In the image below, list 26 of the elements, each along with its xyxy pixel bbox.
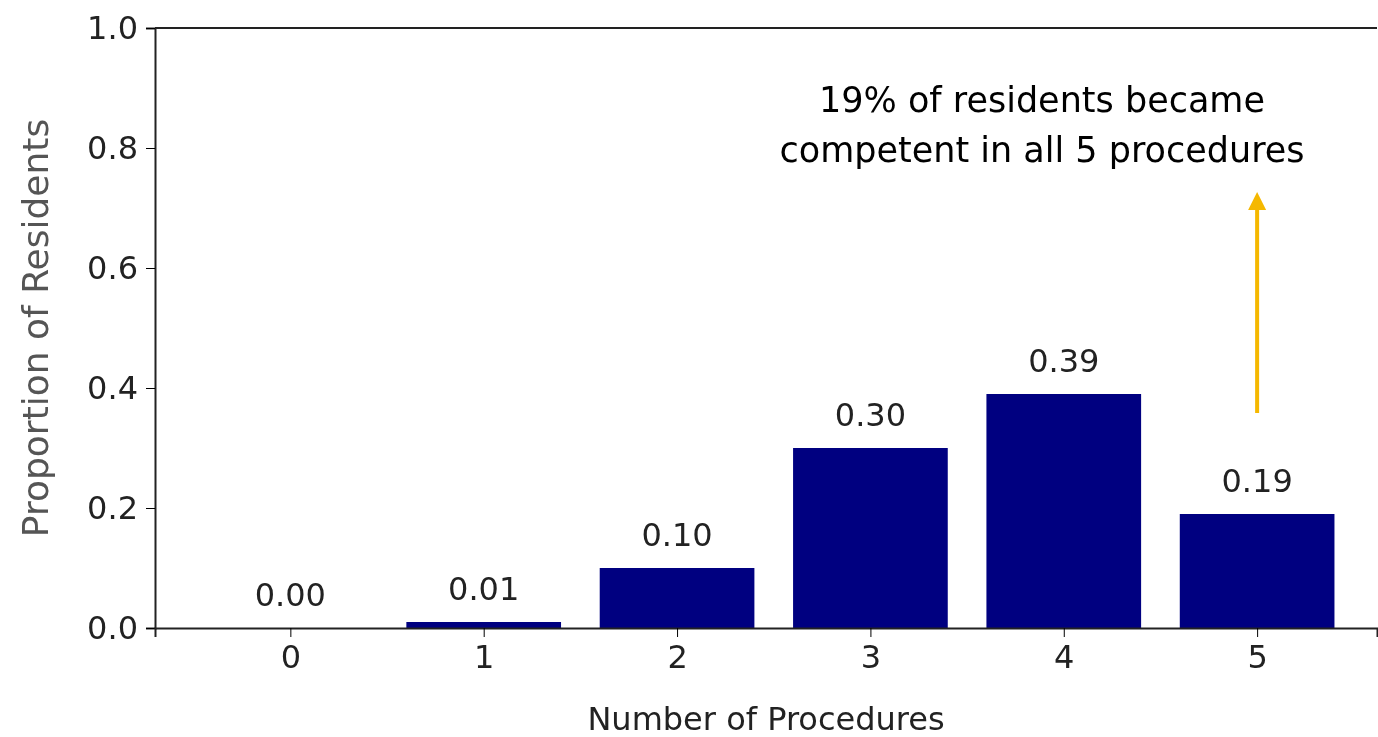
x-tick-label: 0 (280, 637, 302, 676)
data-label: 0.01 (448, 570, 520, 608)
data-label: 0.30 (834, 396, 907, 434)
x-tick-label: 1 (474, 637, 495, 676)
x-tick-label: 5 (1247, 637, 1268, 676)
data-label: 0.00 (254, 576, 326, 614)
x-tick-label: 3 (860, 637, 882, 676)
annotation: 19% of residents became competent in all 5 procedures (779, 80, 1305, 170)
x-tick-label: 2 (667, 637, 688, 676)
y-tick-label: 0.6 (87, 248, 138, 287)
y-tick-label: 0.0 (87, 608, 138, 647)
y-axis-title: Proportion of Residents (15, 118, 56, 538)
y-tick-label: 0.2 (87, 488, 138, 527)
data-label: 0.39 (1028, 342, 1100, 380)
bar (406, 622, 562, 628)
y-tick-label: 0.4 (87, 368, 138, 407)
x-axis-title: Number of Procedures (587, 700, 945, 737)
y-tick-label: 1.0 (87, 8, 138, 47)
bar (793, 448, 948, 628)
y-tick-label: 0.8 (87, 128, 138, 167)
data-label: 0.19 (1221, 462, 1293, 500)
data-label: 0.10 (641, 516, 713, 554)
x-tick-label: 4 (1054, 637, 1075, 676)
bar (986, 394, 1142, 628)
bar (1179, 514, 1335, 628)
bar (599, 568, 755, 628)
